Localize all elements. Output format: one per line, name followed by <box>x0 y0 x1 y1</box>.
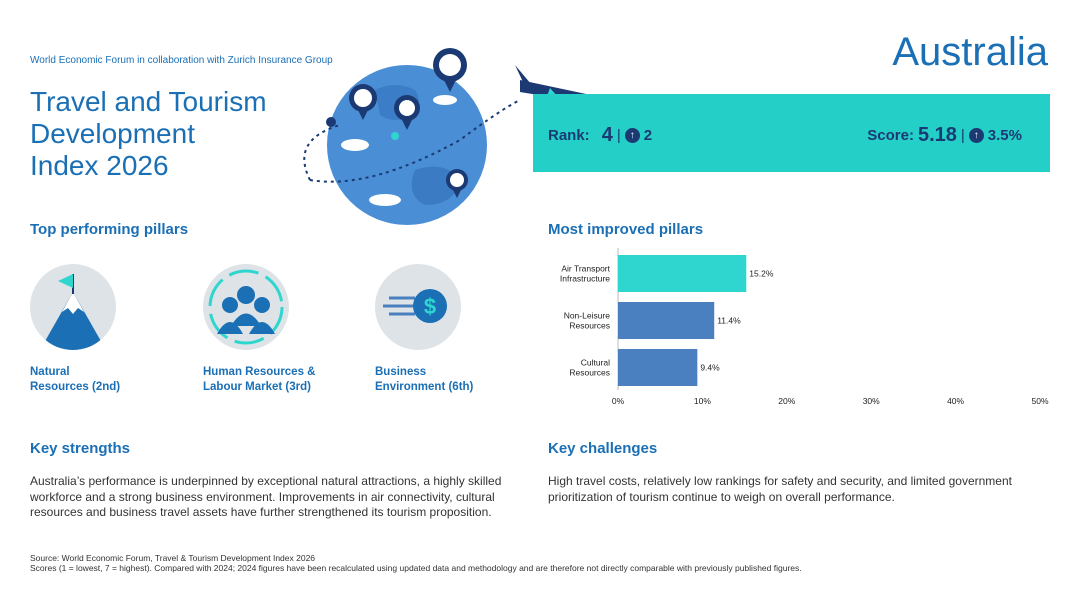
rank-change: 2 <box>643 127 653 144</box>
pillar-label-business: Business Environment (6th) <box>375 365 473 395</box>
chart-tick-label: 50% <box>1031 396 1048 406</box>
chart-category-label: Air Transport <box>561 264 610 274</box>
score-label: Score: <box>867 127 914 144</box>
rank-separator: | <box>616 127 621 144</box>
chart-category-label: Resources <box>569 368 610 378</box>
globe-illustration <box>303 48 609 225</box>
people-group-icon <box>203 264 289 350</box>
chart-tick-label: 0% <box>612 396 625 406</box>
challenges-heading: Key challenges <box>548 440 658 457</box>
arrow-up-icon: ↑ <box>968 128 984 143</box>
chart-tick-label: 20% <box>778 396 795 406</box>
pillar-label-line: Natural <box>30 366 70 378</box>
chart-category-label: Non-Leisure <box>564 311 611 321</box>
rank-score-panel: Rank: 4 | ↑ 2 Score: 5.18 | ↑ 3.5% <box>533 94 1050 172</box>
mountain-flag-icon <box>30 264 116 350</box>
map-pin-icon <box>394 95 420 130</box>
chart-tick-label: 10% <box>694 396 711 406</box>
page-title: Travel and Tourism Development Index 202… <box>30 86 310 182</box>
map-pin-icon <box>433 48 467 92</box>
chart-category-label: Resources <box>569 321 610 331</box>
chart-bar <box>618 302 715 339</box>
title-line-1: Travel and Tourism <box>30 86 267 117</box>
country-name: Australia <box>892 30 1048 74</box>
chart-data-label: 11.4% <box>717 316 741 326</box>
pillar-label-human-resources: Human Resources & Labour Market (3rd) <box>203 365 315 395</box>
chart-tick-label: 30% <box>863 396 880 406</box>
chart-bar <box>618 349 698 386</box>
score-value: 5.18 <box>917 124 957 146</box>
map-pin-icon <box>349 84 377 120</box>
chart-bar <box>618 255 747 292</box>
title-line-3: Index 2026 <box>30 150 169 181</box>
svg-text:$: $ <box>424 294 436 319</box>
pillar-label-line: Environment (6th) <box>375 381 474 393</box>
footer-source: Source: World Economic Forum, Travel & T… <box>30 553 316 563</box>
footer: Source: World Economic Forum, Travel & T… <box>30 553 802 573</box>
rank-value: 4 <box>601 124 613 146</box>
top-pillars-heading: Top performing pillars <box>30 221 189 238</box>
strengths-text: Australia’s performance is underpinned b… <box>30 474 502 519</box>
pillar-label-line: Business <box>375 366 427 378</box>
chart-category-label: Cultural <box>581 358 610 368</box>
score-change: 3.5% <box>987 127 1022 144</box>
footer-note: Scores (1 = lowest, 7 = highest). Compar… <box>30 563 802 573</box>
challenges-text: High travel costs, relatively low rankin… <box>548 474 1012 504</box>
rank-group: Rank: 4 | ↑ 2 <box>548 124 652 147</box>
score-group: Score: 5.18 | ↑ 3.5% <box>867 124 1022 147</box>
chart-data-label: 15.2% <box>749 269 774 279</box>
pillar-label-line: Resources (2nd) <box>30 381 121 393</box>
map-pin-icon <box>446 169 468 198</box>
arrow-up-icon: ↑ <box>624 128 640 143</box>
improved-pillars-heading: Most improved pillars <box>548 221 704 238</box>
chart-tick-label: 40% <box>947 396 964 406</box>
strengths-heading: Key strengths <box>30 440 131 457</box>
pillar-label-natural: Natural Resources (2nd) <box>30 365 120 395</box>
pillar-label-line: Labour Market (3rd) <box>203 381 311 393</box>
chart-category-label: Infrastructure <box>560 274 610 284</box>
pillar-label-line: Human Resources & <box>203 366 316 378</box>
title-line-2: Development <box>30 118 195 149</box>
collaboration-note: World Economic Forum in collaboration wi… <box>30 55 333 66</box>
rank-label: Rank: <box>548 127 590 144</box>
dollar-coin-icon: $ <box>375 264 461 350</box>
score-separator: | <box>960 127 965 144</box>
chart-data-label: 9.4% <box>700 363 720 373</box>
